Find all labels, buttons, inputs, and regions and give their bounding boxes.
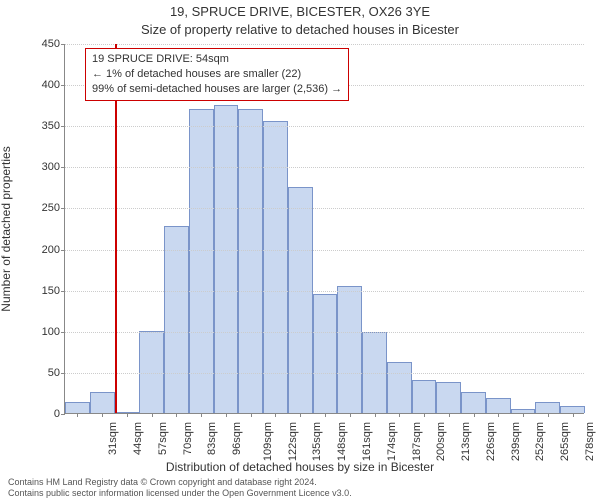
x-tick-label: 200sqm bbox=[435, 422, 447, 461]
x-tick-label: 174sqm bbox=[386, 422, 398, 461]
x-tick-label: 278sqm bbox=[584, 422, 596, 461]
y-tick bbox=[61, 373, 65, 374]
x-tick-label: 265sqm bbox=[559, 422, 571, 461]
y-tick-label: 300 bbox=[24, 161, 60, 173]
y-tick bbox=[61, 44, 65, 45]
annotation-line: 99% of semi-detached houses are larger (… bbox=[92, 82, 342, 97]
histogram-bar bbox=[189, 109, 214, 413]
gridline bbox=[65, 250, 584, 251]
histogram-bar bbox=[263, 121, 288, 413]
chart-container: 19, SPRUCE DRIVE, BICESTER, OX26 3YE Siz… bbox=[0, 0, 600, 500]
y-tick bbox=[61, 414, 65, 415]
footer-line-2: Contains public sector information licen… bbox=[8, 488, 352, 498]
x-tick-label: 187sqm bbox=[411, 422, 423, 461]
annotation-box: 19 SPRUCE DRIVE: 54sqm← 1% of detached h… bbox=[85, 48, 349, 101]
x-tick bbox=[77, 413, 78, 417]
y-tick bbox=[61, 332, 65, 333]
gridline bbox=[65, 291, 584, 292]
y-tick-label: 400 bbox=[24, 79, 60, 91]
y-tick bbox=[61, 126, 65, 127]
gridline bbox=[65, 44, 584, 45]
chart-subtitle: Size of property relative to detached ho… bbox=[0, 22, 600, 37]
y-tick-label: 150 bbox=[24, 285, 60, 297]
histogram-bar bbox=[387, 362, 412, 413]
x-tick-label: 213sqm bbox=[460, 422, 472, 461]
y-tick-label: 100 bbox=[24, 326, 60, 338]
histogram-bar bbox=[313, 294, 338, 413]
x-tick bbox=[375, 413, 376, 417]
x-tick-label: 31sqm bbox=[107, 422, 119, 455]
gridline bbox=[65, 126, 584, 127]
x-tick-label: 226sqm bbox=[485, 422, 497, 461]
histogram-bar bbox=[288, 187, 313, 413]
x-tick-label: 83sqm bbox=[206, 422, 218, 455]
histogram-bar bbox=[238, 109, 263, 413]
histogram-bar bbox=[90, 392, 115, 413]
chart-title-address: 19, SPRUCE DRIVE, BICESTER, OX26 3YE bbox=[0, 4, 600, 19]
x-tick-label: 135sqm bbox=[312, 422, 324, 461]
y-axis-label: Number of detached properties bbox=[0, 146, 13, 311]
histogram-bar bbox=[412, 380, 437, 413]
x-tick bbox=[275, 413, 276, 417]
y-tick-label: 350 bbox=[24, 120, 60, 132]
x-tick-label: 96sqm bbox=[231, 422, 243, 455]
x-tick bbox=[350, 413, 351, 417]
x-tick-label: 122sqm bbox=[287, 422, 299, 461]
x-tick bbox=[424, 413, 425, 417]
y-tick-label: 50 bbox=[24, 367, 60, 379]
x-tick-label: 44sqm bbox=[132, 422, 144, 455]
x-tick-label: 239sqm bbox=[510, 422, 522, 461]
histogram-bar bbox=[214, 105, 239, 413]
histogram-bar bbox=[486, 398, 511, 413]
x-tick bbox=[251, 413, 252, 417]
x-tick bbox=[201, 413, 202, 417]
x-tick bbox=[325, 413, 326, 417]
x-tick bbox=[523, 413, 524, 417]
x-tick-label: 161sqm bbox=[361, 422, 373, 461]
histogram-bar bbox=[436, 382, 461, 413]
x-tick bbox=[449, 413, 450, 417]
y-tick bbox=[61, 208, 65, 209]
x-tick-label: 148sqm bbox=[336, 422, 348, 461]
gridline bbox=[65, 167, 584, 168]
y-tick bbox=[61, 167, 65, 168]
y-tick-label: 250 bbox=[24, 202, 60, 214]
x-tick bbox=[127, 413, 128, 417]
histogram-bar bbox=[337, 286, 362, 413]
x-tick-label: 109sqm bbox=[262, 422, 274, 461]
gridline bbox=[65, 332, 584, 333]
x-axis-label: Distribution of detached houses by size … bbox=[0, 460, 600, 474]
x-tick bbox=[498, 413, 499, 417]
histogram-bar bbox=[461, 392, 486, 413]
x-tick bbox=[548, 413, 549, 417]
y-tick bbox=[61, 291, 65, 292]
x-tick-label: 70sqm bbox=[182, 422, 194, 455]
annotation-line: 19 SPRUCE DRIVE: 54sqm bbox=[92, 52, 342, 67]
x-tick bbox=[399, 413, 400, 417]
gridline bbox=[65, 208, 584, 209]
histogram-bar bbox=[164, 226, 189, 413]
annotation-line: ← 1% of detached houses are smaller (22) bbox=[92, 67, 342, 82]
footer-attribution: Contains HM Land Registry data © Crown c… bbox=[8, 477, 352, 498]
y-tick-label: 450 bbox=[24, 38, 60, 50]
gridline bbox=[65, 373, 584, 374]
y-tick bbox=[61, 85, 65, 86]
histogram-bar bbox=[535, 402, 560, 413]
footer-line-1: Contains HM Land Registry data © Crown c… bbox=[8, 477, 352, 487]
y-tick-label: 200 bbox=[24, 244, 60, 256]
x-tick bbox=[102, 413, 103, 417]
y-tick bbox=[61, 250, 65, 251]
plot-area: 19 SPRUCE DRIVE: 54sqm← 1% of detached h… bbox=[64, 44, 584, 414]
x-tick bbox=[176, 413, 177, 417]
x-tick bbox=[300, 413, 301, 417]
x-tick bbox=[474, 413, 475, 417]
histogram-bar bbox=[65, 402, 90, 414]
x-tick-label: 57sqm bbox=[157, 422, 169, 455]
y-tick-label: 0 bbox=[24, 408, 60, 420]
x-tick bbox=[226, 413, 227, 417]
x-tick-label: 252sqm bbox=[534, 422, 546, 461]
x-tick bbox=[152, 413, 153, 417]
x-tick bbox=[573, 413, 574, 417]
